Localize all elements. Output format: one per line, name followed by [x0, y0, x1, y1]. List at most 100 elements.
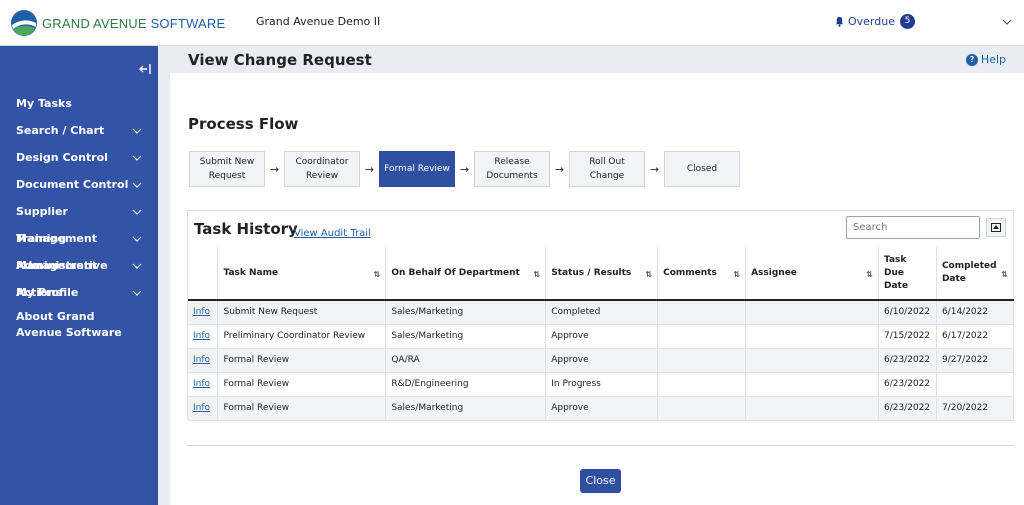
sidebar: My Tasks Search / Chart Design Control D… [0, 46, 158, 505]
help-label: Help [980, 53, 1006, 66]
sidebar-item-design-control[interactable]: Design Control [0, 144, 158, 171]
overdue-label: Overdue [848, 15, 895, 28]
flow-step-roll-out-change[interactable]: Roll Out Change [569, 151, 645, 187]
arrow-right-icon: → [554, 162, 565, 176]
sort-icon[interactable]: ⇅ [866, 270, 873, 279]
cell-due-date: 7/15/2022 [878, 324, 937, 349]
column-header-task-due-date[interactable]: Task Due Date [878, 247, 937, 301]
overdue-count-badge: 5 [900, 14, 915, 29]
collapse-up-icon [991, 223, 1001, 232]
cell-due-date: 6/23/2022 [878, 396, 937, 421]
sidebar-nav: My Tasks Search / Chart Design Control D… [0, 90, 158, 342]
flow-step-release-documents[interactable]: Release Documents [474, 151, 550, 187]
chevron-down-icon[interactable] [1001, 16, 1013, 28]
page-title: View Change Request [188, 51, 372, 69]
column-header-completed-date[interactable]: Completed Date ⇅ [936, 247, 1015, 301]
column-header-info [188, 247, 219, 301]
cell-comments [657, 396, 747, 421]
task-history-title: Task History [194, 220, 298, 238]
cell-comments [657, 372, 747, 397]
cell-department: R&D/Engineering [385, 372, 547, 397]
view-audit-trail-link[interactable]: View Audit Trail [294, 228, 371, 239]
sidebar-item-document-control[interactable]: Document Control [0, 171, 158, 198]
info-link[interactable]: Info [193, 307, 211, 318]
flow-step-closed[interactable]: Closed [664, 151, 740, 187]
cell-status: Approve [545, 324, 659, 349]
sidebar-item-administrative-actions[interactable]: Administrative Actions [0, 252, 158, 299]
sidebar-item-search-chart[interactable]: Search / Chart [0, 117, 158, 144]
cell-completed-date [936, 372, 1015, 397]
bell-icon [835, 16, 844, 27]
sort-icon[interactable]: ⇅ [1001, 270, 1008, 279]
overdue-indicator[interactable]: Overdue 5 [834, 14, 915, 29]
flow-step-coordinator-review[interactable]: Coordinator Review [284, 151, 360, 187]
cell-task-name: Formal Review [217, 396, 387, 421]
cell-completed-date: 6/17/2022 [936, 324, 1015, 349]
flow-step-formal-review[interactable]: Formal Review [379, 151, 455, 187]
process-flow-title: Process Flow [188, 115, 299, 133]
sidebar-item-my-profile[interactable]: My Profile [0, 279, 158, 306]
sidebar-item-label: Administrative Actions [16, 259, 108, 299]
sidebar-item-label: Supplier Management [16, 205, 97, 245]
cell-task-name: Formal Review [217, 372, 387, 397]
arrow-right-icon: → [364, 162, 375, 176]
info-link[interactable]: Info [193, 331, 211, 341]
column-header-assignee[interactable]: Assignee ⇅ [745, 247, 879, 301]
info-link[interactable]: Info [193, 355, 211, 365]
flow-step-submit-new-request[interactable]: Submit New Request [189, 151, 265, 187]
sidebar-item-label: About Grand Avenue Software [16, 310, 122, 339]
column-label: Task Name [223, 267, 279, 278]
sidebar-item-label: My Profile [16, 286, 79, 299]
cell-department: QA/RA [385, 348, 547, 373]
cell-due-date: 6/10/2022 [878, 300, 937, 325]
chevron-down-icon [132, 236, 142, 242]
sidebar-item-about[interactable]: About Grand Avenue Software [0, 306, 158, 342]
chevron-down-icon [132, 128, 142, 134]
table-header-row: Task Name ⇅ On Behalf Of Department ⇅ Stat… [188, 247, 1015, 301]
cell-completed-date: 9/27/2022 [936, 348, 1015, 373]
cell-completed-date: 6/14/2022 [936, 300, 1015, 325]
column-header-task-name[interactable]: Task Name ⇅ [217, 247, 387, 301]
cell-comments [657, 300, 747, 325]
cell-assignee [745, 300, 879, 325]
column-label: Status / Results [551, 267, 632, 278]
cell-assignee [745, 396, 879, 421]
sort-icon[interactable]: ⇅ [373, 270, 381, 279]
collapse-panel-button[interactable] [986, 218, 1006, 237]
sidebar-item-label: Training Management [16, 232, 97, 272]
sort-icon[interactable]: ⇅ [733, 270, 741, 279]
info-link[interactable]: Info [193, 379, 211, 389]
collapse-sidebar-icon[interactable] [138, 62, 152, 80]
cell-assignee [745, 372, 879, 397]
sidebar-item-training-management[interactable]: Training Management [0, 225, 158, 272]
help-link[interactable]: ? Help [965, 53, 1006, 66]
chevron-down-icon [132, 182, 142, 188]
chevron-down-icon [132, 209, 142, 215]
search-input[interactable] [846, 216, 980, 239]
column-header-comments[interactable]: Comments ⇅ [657, 247, 747, 301]
arrow-right-icon: → [459, 162, 470, 176]
cell-status: In Progress [545, 372, 659, 397]
logo[interactable]: GRAND AVENUE SOFTWARE [10, 9, 225, 37]
sidebar-item-my-tasks[interactable]: My Tasks [0, 90, 158, 117]
column-label: Task Due Date [883, 254, 908, 291]
cell-status: Completed [545, 300, 659, 325]
sort-icon[interactable]: ⇅ [533, 270, 541, 279]
table-row: Info Preliminary Coordinator Review Sale… [188, 324, 1015, 349]
column-label: Comments [663, 267, 717, 278]
task-history-table: Task Name ⇅ On Behalf Of Department ⇅ Stat… [188, 247, 1015, 421]
cell-comments [657, 348, 747, 373]
sort-icon[interactable]: ⇅ [645, 270, 653, 279]
table-row: Info Formal Review R&D/Engineering In Pr… [188, 372, 1015, 397]
column-header-status[interactable]: Status / Results ⇅ [545, 247, 659, 301]
column-header-department[interactable]: On Behalf Of Department ⇅ [385, 247, 547, 301]
cell-task-name: Preliminary Coordinator Review [217, 324, 387, 349]
column-label: On Behalf Of Department [391, 267, 520, 278]
logo-brand: GRAND AVENUE [42, 15, 151, 31]
chevron-down-icon [132, 290, 142, 296]
info-link[interactable]: Info [193, 403, 211, 413]
cell-task-name: Submit New Request [217, 300, 387, 325]
cell-completed-date: 7/20/2022 [936, 396, 1015, 421]
sidebar-item-supplier-management[interactable]: Supplier Management [0, 198, 158, 245]
close-button[interactable]: Close [580, 469, 621, 493]
